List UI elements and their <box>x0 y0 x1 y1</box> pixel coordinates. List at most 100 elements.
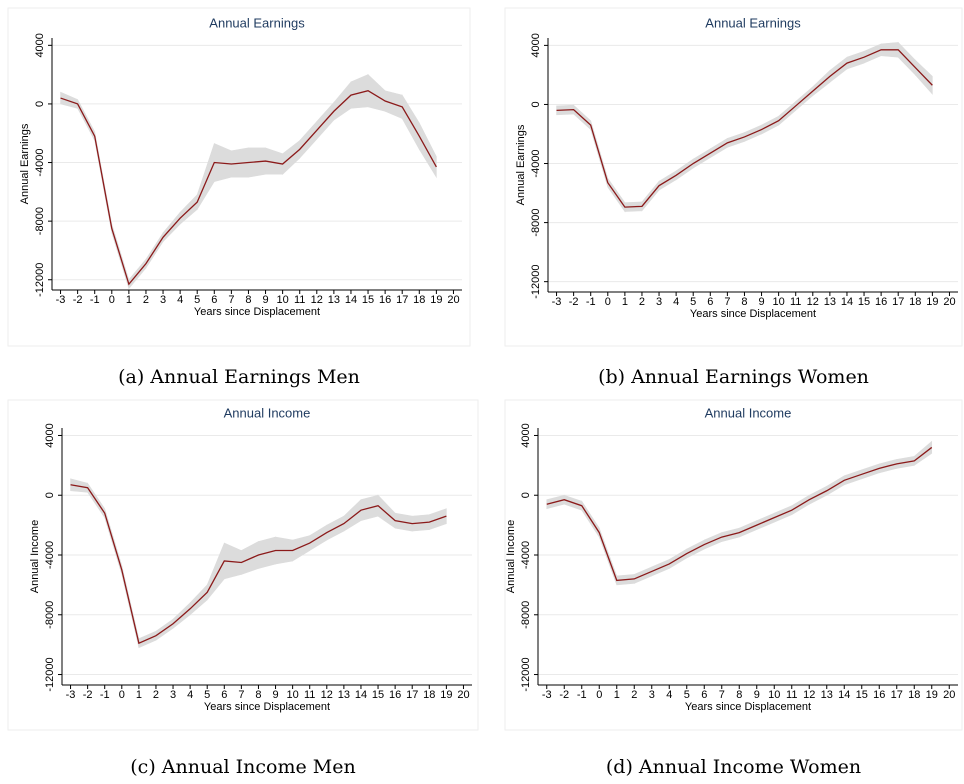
x-tick-label: 7 <box>238 689 244 701</box>
y-tick-label: -4000 <box>530 149 542 177</box>
x-tick-label: 20 <box>943 689 955 701</box>
x-tick-label: -3 <box>542 689 552 701</box>
x-tick-label: 14 <box>345 294 357 306</box>
x-tick-label: 12 <box>807 296 819 308</box>
x-tick-label: 20 <box>457 689 469 701</box>
caption: (d) Annual Income Women <box>606 756 861 778</box>
x-tick-label: 12 <box>803 689 815 701</box>
x-tick-label: 12 <box>321 689 333 701</box>
y-tick-label: -12000 <box>520 657 532 691</box>
x-tick-label: 8 <box>255 689 261 701</box>
panel-frame <box>504 7 963 347</box>
chart-title: Annual Income <box>224 405 311 420</box>
y-tick-label: 4000 <box>44 423 56 447</box>
x-tick-label: 15 <box>372 689 384 701</box>
x-tick-label: 11 <box>786 689 797 701</box>
y-tick-label: 4000 <box>520 423 532 447</box>
x-tick-label: 18 <box>413 294 425 306</box>
x-tick-label: 18 <box>908 689 920 701</box>
x-tick-label: 13 <box>338 689 350 701</box>
x-tick-label: 10 <box>287 689 299 701</box>
confidence-band <box>60 91 78 109</box>
x-tick-label: 2 <box>631 689 637 701</box>
x-tick-label: 3 <box>160 294 166 306</box>
x-tick-label: 12 <box>311 294 323 306</box>
y-tick-label: 0 <box>44 492 56 498</box>
y-tick-label: -12000 <box>34 263 46 297</box>
x-tick-label: 13 <box>821 689 833 701</box>
confidence-band <box>206 542 225 601</box>
y-axis-label: Annual Income <box>505 520 517 593</box>
y-axis-label: Annual Earnings <box>19 123 31 204</box>
x-tick-label: 4 <box>666 689 672 701</box>
x-tick-label: 1 <box>126 294 132 306</box>
x-tick-label: -1 <box>577 689 587 701</box>
x-tick-label: 1 <box>614 689 620 701</box>
panel-frame <box>7 7 471 347</box>
y-tick-label: 0 <box>530 101 542 107</box>
x-tick-label: 16 <box>875 296 887 308</box>
x-tick-label: 8 <box>736 689 742 701</box>
caption: (a) Annual Earnings Men <box>118 366 360 388</box>
caption: (b) Annual Earnings Women <box>598 366 869 388</box>
x-tick-label: 6 <box>701 689 707 701</box>
x-tick-label: 5 <box>690 296 696 308</box>
x-tick-label: 20 <box>943 296 955 308</box>
y-tick-label: 0 <box>34 101 46 107</box>
x-tick-label: 14 <box>838 689 850 701</box>
x-tick-label: 5 <box>204 689 210 701</box>
x-tick-label: 4 <box>187 689 193 701</box>
y-tick-label: -8000 <box>530 209 542 237</box>
x-tick-label: 17 <box>891 689 903 701</box>
x-tick-label: -1 <box>90 294 100 306</box>
x-tick-label: 13 <box>824 296 836 308</box>
y-tick-label: -4000 <box>34 148 46 176</box>
x-tick-label: 5 <box>194 294 200 306</box>
x-tick-label: 0 <box>109 294 115 306</box>
estimate-line <box>546 446 933 582</box>
confidence-band <box>333 81 352 121</box>
x-tick-label: 16 <box>873 689 885 701</box>
x-tick-label: 7 <box>719 689 725 701</box>
x-tick-label: -2 <box>83 689 93 701</box>
x-tick-label: 6 <box>707 296 713 308</box>
x-tick-label: 6 <box>221 689 227 701</box>
x-tick-label: 15 <box>858 296 870 308</box>
x-tick-label: 10 <box>768 689 780 701</box>
y-tick-label: -4000 <box>44 541 56 569</box>
x-tick-label: 7 <box>724 296 730 308</box>
x-tick-label: 2 <box>143 294 149 306</box>
x-tick-label: 8 <box>245 294 251 306</box>
x-tick-label: 4 <box>177 294 183 306</box>
x-tick-label: -2 <box>559 689 569 701</box>
x-tick-label: -2 <box>73 294 83 306</box>
x-tick-label: 8 <box>741 296 747 308</box>
y-tick-label: -8000 <box>520 601 532 629</box>
confidence-band <box>377 494 396 529</box>
x-tick-label: 11 <box>304 689 315 701</box>
x-tick-label: 14 <box>355 689 367 701</box>
x-tick-label: 16 <box>379 294 391 306</box>
x-tick-label: 4 <box>673 296 679 308</box>
confidence-band <box>196 143 215 211</box>
x-tick-label: -2 <box>569 296 579 308</box>
x-tick-label: -1 <box>100 689 110 701</box>
x-tick-label: 17 <box>892 296 904 308</box>
estimate-line <box>60 90 437 286</box>
x-tick-label: 1 <box>622 296 628 308</box>
x-axis-label: Years since Displacement <box>204 701 330 713</box>
x-tick-label: 1 <box>136 689 142 701</box>
x-axis-label: Years since Displacement <box>194 306 320 318</box>
confidence-band <box>384 90 403 120</box>
confidence-band <box>418 122 437 179</box>
x-tick-label: -1 <box>586 296 596 308</box>
panel-frame <box>7 399 479 731</box>
x-axis-label: Years since Displacement <box>685 701 811 713</box>
x-tick-label: 10 <box>773 296 785 308</box>
confidence-band <box>343 499 362 532</box>
x-tick-label: 3 <box>656 296 662 308</box>
x-tick-label: 11 <box>790 296 801 308</box>
